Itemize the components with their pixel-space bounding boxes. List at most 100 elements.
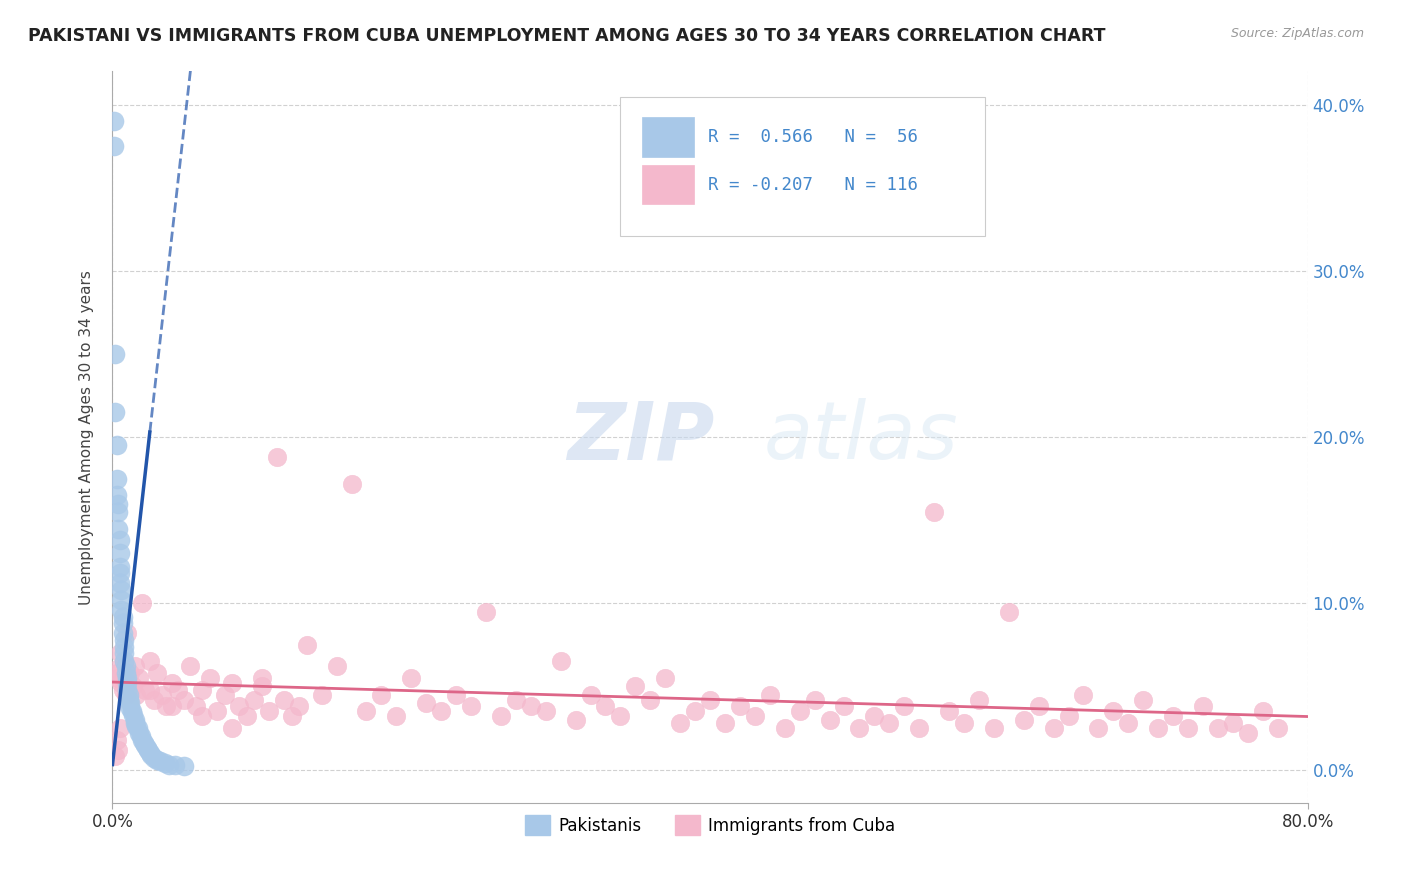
Point bbox=[120, 701, 142, 715]
Point bbox=[105, 472, 128, 486]
Point bbox=[728, 699, 751, 714]
Point bbox=[129, 729, 152, 743]
Point bbox=[773, 721, 796, 735]
Point bbox=[107, 742, 129, 756]
Point bbox=[108, 533, 131, 548]
Point bbox=[139, 655, 162, 669]
Point bbox=[121, 705, 143, 719]
Point bbox=[266, 450, 288, 464]
Point bbox=[1073, 688, 1095, 702]
Point bbox=[105, 438, 128, 452]
Point bbox=[1012, 713, 1035, 727]
Point bbox=[1161, 709, 1184, 723]
Point bbox=[162, 676, 183, 690]
Point bbox=[146, 666, 169, 681]
Point bbox=[640, 692, 662, 706]
Point bbox=[135, 740, 157, 755]
Point bbox=[131, 732, 153, 747]
Point bbox=[1118, 716, 1140, 731]
Point bbox=[143, 751, 166, 765]
Point bbox=[105, 666, 128, 681]
Point bbox=[191, 709, 214, 723]
Point bbox=[789, 705, 811, 719]
Point bbox=[415, 696, 437, 710]
Point bbox=[104, 405, 127, 419]
Point bbox=[1147, 721, 1170, 735]
Point bbox=[107, 521, 129, 535]
Point bbox=[132, 736, 155, 750]
Point bbox=[221, 721, 243, 735]
Point bbox=[744, 709, 766, 723]
Point bbox=[834, 699, 856, 714]
Point bbox=[150, 688, 173, 702]
Point bbox=[460, 699, 482, 714]
Point bbox=[105, 488, 128, 502]
Point bbox=[430, 705, 453, 719]
Point bbox=[104, 347, 127, 361]
Point bbox=[205, 705, 228, 719]
Point bbox=[165, 757, 187, 772]
Point bbox=[595, 699, 617, 714]
Point bbox=[111, 626, 134, 640]
Point bbox=[173, 759, 195, 773]
Point bbox=[236, 709, 259, 723]
Point bbox=[534, 705, 557, 719]
Point bbox=[111, 682, 134, 697]
Point bbox=[114, 640, 135, 654]
Point bbox=[191, 682, 214, 697]
Point bbox=[134, 682, 156, 697]
Point bbox=[609, 709, 631, 723]
Point bbox=[125, 719, 148, 733]
Point bbox=[683, 705, 706, 719]
Point bbox=[115, 688, 138, 702]
Point bbox=[114, 671, 135, 685]
Point bbox=[124, 713, 146, 727]
Point bbox=[131, 596, 153, 610]
Point bbox=[124, 659, 146, 673]
Point bbox=[1042, 721, 1064, 735]
Point bbox=[111, 609, 134, 624]
Point bbox=[117, 626, 139, 640]
Point bbox=[124, 716, 146, 731]
Point bbox=[340, 476, 363, 491]
Point bbox=[141, 747, 163, 762]
Point bbox=[848, 721, 870, 735]
Point bbox=[938, 705, 960, 719]
Text: ZIP: ZIP bbox=[567, 398, 714, 476]
Point bbox=[1206, 721, 1229, 735]
Point bbox=[155, 699, 177, 714]
Point bbox=[122, 707, 145, 722]
Point bbox=[893, 699, 915, 714]
FancyBboxPatch shape bbox=[620, 97, 986, 235]
Point bbox=[228, 699, 250, 714]
Y-axis label: Unemployment Among Ages 30 to 34 years: Unemployment Among Ages 30 to 34 years bbox=[79, 269, 94, 605]
Point bbox=[110, 593, 132, 607]
Point bbox=[186, 699, 208, 714]
Point bbox=[1192, 699, 1215, 714]
Point bbox=[111, 616, 134, 631]
Legend: Pakistanis, Immigrants from Cuba: Pakistanis, Immigrants from Cuba bbox=[519, 808, 901, 842]
Point bbox=[550, 655, 572, 669]
Point bbox=[401, 671, 423, 685]
Point bbox=[198, 671, 221, 685]
FancyBboxPatch shape bbox=[643, 165, 695, 204]
Point bbox=[146, 753, 169, 767]
Point bbox=[370, 688, 392, 702]
Point bbox=[669, 716, 692, 731]
Point bbox=[110, 582, 132, 597]
Point bbox=[288, 699, 311, 714]
Point bbox=[157, 757, 180, 772]
Point bbox=[173, 692, 195, 706]
Point bbox=[115, 666, 138, 681]
Point bbox=[1028, 699, 1050, 714]
Text: R = -0.207   N = 116: R = -0.207 N = 116 bbox=[707, 176, 918, 194]
Point bbox=[138, 742, 160, 756]
Point bbox=[579, 688, 602, 702]
Point bbox=[325, 659, 347, 673]
Point bbox=[114, 632, 135, 647]
Point bbox=[105, 732, 128, 747]
FancyBboxPatch shape bbox=[643, 118, 695, 157]
Point bbox=[122, 680, 145, 694]
Point bbox=[475, 605, 498, 619]
Point bbox=[489, 709, 512, 723]
